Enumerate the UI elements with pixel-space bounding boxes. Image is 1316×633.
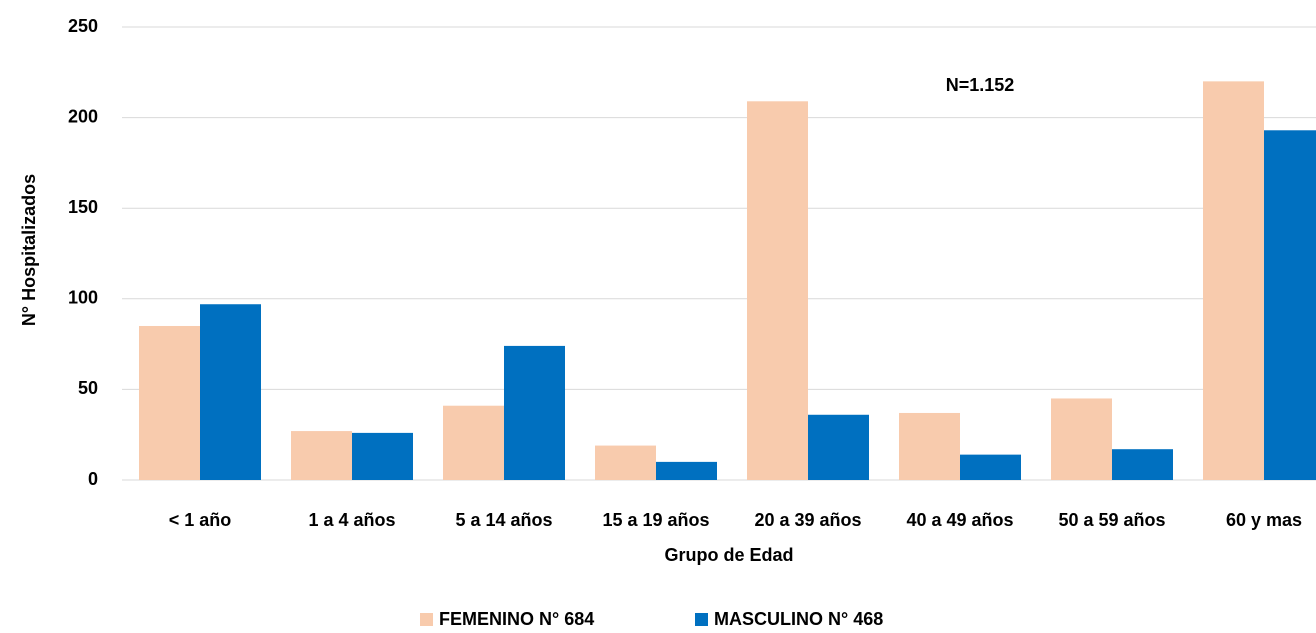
- x-tick-label: 1 a 4 años: [308, 510, 395, 530]
- legend-label: FEMENINO N° 684: [439, 609, 594, 629]
- x-axis-label: Grupo de Edad: [664, 545, 793, 565]
- bar: [1051, 398, 1112, 480]
- bar: [747, 101, 808, 481]
- y-tick-label: 150: [68, 197, 98, 217]
- bar: [808, 414, 869, 480]
- y-tick-label: 0: [88, 469, 98, 489]
- bar: [1112, 449, 1173, 480]
- x-tick-label: 15 a 19 años: [602, 510, 709, 530]
- legend-label: MASCULINO N° 468: [714, 609, 883, 629]
- bar: [200, 304, 261, 480]
- annotation: N=1.152: [946, 75, 1015, 95]
- y-axis-label: N° Hospitalizados: [19, 174, 39, 326]
- bar: [443, 405, 504, 480]
- bar: [1203, 81, 1264, 481]
- y-tick-label: 250: [68, 16, 98, 36]
- y-tick-label: 100: [68, 288, 98, 308]
- x-tick-label: 5 a 14 años: [455, 510, 552, 530]
- x-tick-label: 60 y mas: [1226, 510, 1302, 530]
- bar: [1264, 130, 1316, 480]
- bar: [352, 432, 413, 480]
- legend-swatch: [695, 613, 708, 626]
- legend-swatch: [420, 613, 433, 626]
- x-tick-label: < 1 año: [169, 510, 232, 530]
- x-tick-label: 50 a 59 años: [1058, 510, 1165, 530]
- x-tick-label: 40 a 49 años: [906, 510, 1013, 530]
- y-tick-label: 50: [78, 378, 98, 398]
- bar: [960, 454, 1021, 480]
- bar: [291, 431, 352, 480]
- x-tick-label: 20 a 39 años: [754, 510, 861, 530]
- bar: [139, 325, 200, 480]
- y-tick-label: 200: [68, 106, 98, 126]
- bar: [656, 461, 717, 480]
- bar: [899, 412, 960, 480]
- bar: [504, 345, 565, 480]
- bar: [595, 445, 656, 480]
